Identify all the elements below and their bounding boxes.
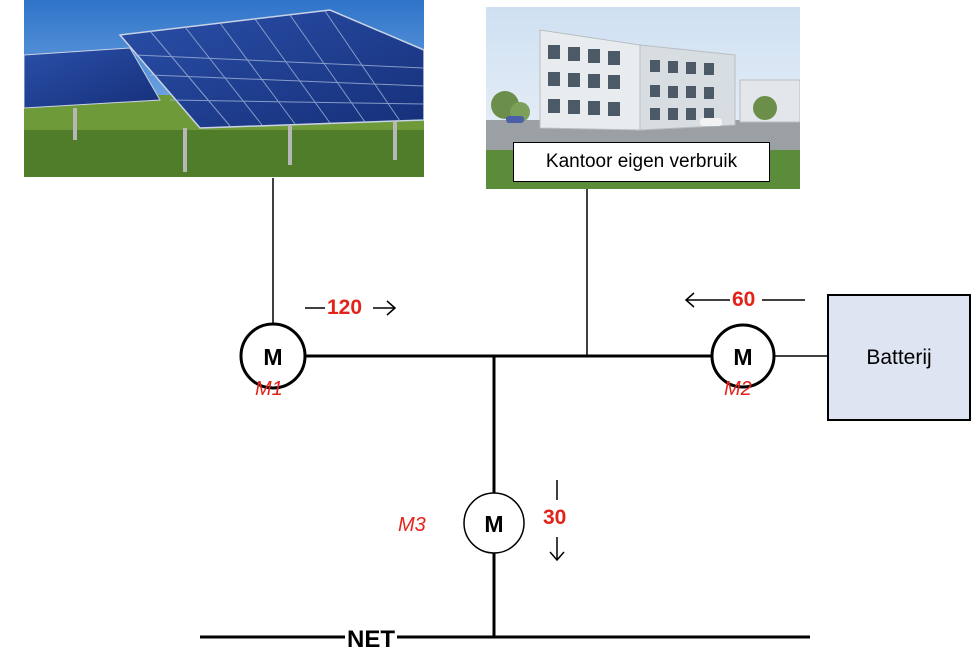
flow-120-arrowhead xyxy=(386,300,397,316)
meter-m1: M xyxy=(239,322,307,390)
meter-m1-label: M1 xyxy=(255,378,283,400)
flow-30-arrowhead xyxy=(549,551,565,562)
meter-m2: M xyxy=(710,323,776,389)
flow-value-solar: 120 xyxy=(327,296,363,319)
flow-value-grid: 30 xyxy=(543,506,567,529)
grid-label: NET xyxy=(345,626,397,652)
solar-panel-photo xyxy=(24,0,424,177)
flow-60-arrowhead xyxy=(684,292,695,308)
meter-m2-label: M2 xyxy=(724,378,752,400)
meter-m3-label: M3 xyxy=(398,514,426,536)
meter-m2-letter: M xyxy=(733,344,752,370)
battery-label: Batterij xyxy=(866,345,932,369)
battery-box: Batterij xyxy=(827,294,971,421)
meter-m1-letter: M xyxy=(263,344,282,370)
flow-value-battery: 60 xyxy=(732,288,756,311)
meter-m3: M xyxy=(463,492,525,554)
wiring xyxy=(200,178,827,639)
office-caption: Kantoor eigen verbruik xyxy=(513,142,770,182)
meter-m3-letter: M xyxy=(484,511,503,537)
